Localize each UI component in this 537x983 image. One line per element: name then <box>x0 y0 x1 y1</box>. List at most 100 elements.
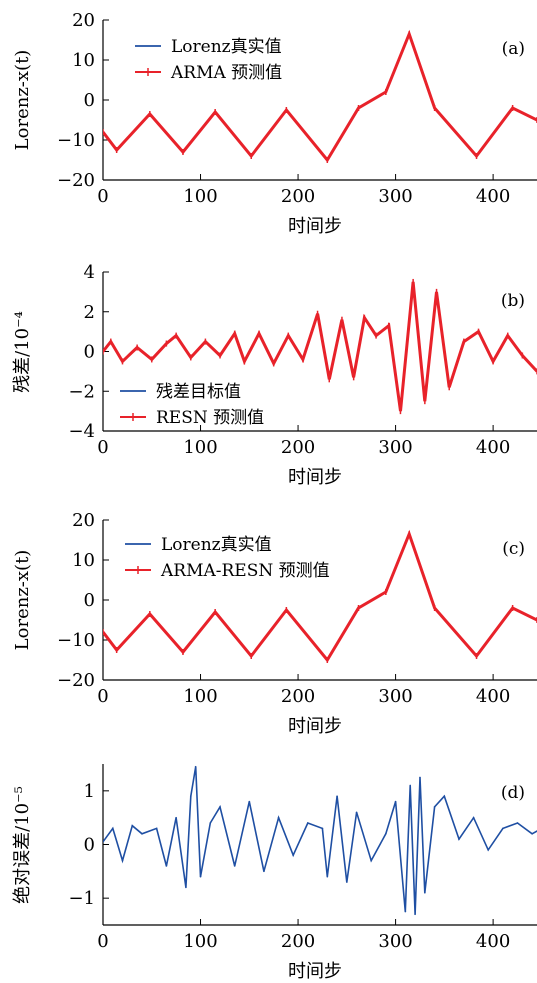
data-point <box>355 811 358 814</box>
data-point <box>531 832 533 835</box>
data-point <box>233 865 236 867</box>
data-point <box>516 822 519 824</box>
y-tick-label: 4 <box>84 262 95 283</box>
x-tick-label: 100 <box>183 686 217 707</box>
data-point <box>409 784 412 787</box>
y-tick-label: 0 <box>84 90 95 111</box>
data-point <box>424 892 426 894</box>
x-tick-label: 400 <box>476 686 510 707</box>
plot-area <box>103 529 537 663</box>
x-axis-label: 时间步 <box>288 467 342 488</box>
y-tick-label: 0 <box>84 342 95 363</box>
x-tick-label: 300 <box>378 437 412 458</box>
data-point <box>185 886 187 889</box>
series-line-true <box>103 31 537 162</box>
data-point <box>199 875 202 878</box>
data-point <box>321 827 324 830</box>
y-tick-label: −20 <box>57 670 95 691</box>
legend-label: ARMA-RESN 预测值 <box>160 561 330 581</box>
data-point <box>248 800 251 803</box>
data-point <box>433 806 436 808</box>
data-point <box>404 910 407 913</box>
y-tick-label: 1 <box>84 781 95 802</box>
panel-tag: (c) <box>502 539 525 559</box>
data-point <box>419 776 421 779</box>
data-point <box>487 849 490 851</box>
y-axis-label: 绝对误差/10⁻⁵ <box>12 786 33 904</box>
y-tick-label: 10 <box>72 50 95 71</box>
data-point <box>443 795 446 797</box>
x-tick-label: 100 <box>183 931 217 952</box>
x-tick-label: 0 <box>97 931 108 952</box>
x-axis-label: 时间步 <box>288 216 342 237</box>
x-tick-label: 200 <box>281 931 315 952</box>
x-tick-label: 300 <box>378 186 412 207</box>
panel-tag: (a) <box>502 39 525 59</box>
y-axis-label: Lorenz-x(t) <box>12 550 33 651</box>
data-point <box>370 859 373 862</box>
legend-label: 残差目标值 <box>156 382 241 402</box>
data-point <box>394 800 397 803</box>
y-tick-label: −2 <box>68 381 95 402</box>
chart-panel-2: 0 100 200 300 400 −4 −2 0 2 4 时间步 残差/10⁻⁴ (b) 残差目标值 RE… <box>12 262 537 488</box>
x-tick-label: 0 <box>97 186 108 207</box>
chart-panel-1: 0 100 200 300 400 −20 −10 0 10 20 时间步 Lorenz-x(t) (a… <box>12 10 537 237</box>
series-line-error <box>103 766 537 915</box>
data-point <box>385 832 387 835</box>
y-tick-label: 0 <box>84 590 95 611</box>
x-tick-label: 300 <box>378 686 412 707</box>
data-point <box>458 838 460 840</box>
data-point <box>175 816 177 819</box>
y-tick-label: 0 <box>84 835 95 856</box>
y-tick-label: −1 <box>68 888 95 909</box>
panel-tag: (d) <box>501 783 525 803</box>
series-line-pred <box>103 281 537 412</box>
y-axis-label: Lorenz-x(t) <box>12 50 33 151</box>
y-axis-label: 残差/10⁻⁴ <box>12 311 33 393</box>
data-point <box>263 870 265 873</box>
legend-label: Lorenz真实值 <box>171 37 282 57</box>
legend-label: Lorenz真实值 <box>161 535 272 555</box>
data-point <box>336 795 338 797</box>
y-tick-label: 2 <box>84 302 95 323</box>
legend-label: RESN 预测值 <box>156 408 264 428</box>
legend: Lorenz真实值 ARMA-RESN 预测值 <box>125 535 330 581</box>
plot-area <box>103 765 537 916</box>
plot-area <box>103 29 537 163</box>
y-tick-label: 20 <box>72 510 95 531</box>
x-axis-label: 时间步 <box>288 961 342 982</box>
x-tick-label: 0 <box>97 437 108 458</box>
data-point <box>141 832 143 835</box>
y-tick-label: −10 <box>57 130 95 151</box>
data-point <box>277 816 280 819</box>
x-tick-label: 100 <box>183 186 217 207</box>
y-tick-label: −4 <box>68 421 95 442</box>
y-tick-label: −10 <box>57 630 95 651</box>
x-tick-label: 200 <box>281 186 315 207</box>
data-point <box>472 816 475 819</box>
legend: Lorenz真实值 ARMA 预测值 <box>135 37 282 83</box>
data-point <box>131 824 134 827</box>
chart-panel-4: 0 100 200 300 400 −1 0 1 时间步 绝对误差/10⁻⁵ (d) <box>12 764 537 982</box>
data-point <box>326 875 329 878</box>
series-line-pred <box>103 29 537 163</box>
x-tick-label: 200 <box>281 686 315 707</box>
y-tick-label: 10 <box>72 550 95 571</box>
x-tick-label: 400 <box>476 437 510 458</box>
legend: 残差目标值 RESN 预测值 <box>120 382 264 428</box>
data-point <box>103 841 104 843</box>
data-point <box>346 881 348 883</box>
panel-tag: (b) <box>501 291 525 311</box>
x-tick-label: 300 <box>378 931 412 952</box>
x-axis-label: 时间步 <box>288 716 342 737</box>
chart-panel-3: 0 100 200 300 400 −20 −10 0 10 20 时间步 Lorenz-x(t) (c… <box>12 510 537 737</box>
y-tick-label: −20 <box>57 170 95 191</box>
plot-area <box>103 278 537 415</box>
y-tick-label: 20 <box>72 10 95 31</box>
data-point <box>111 827 114 830</box>
data-point <box>189 795 192 797</box>
data-point <box>209 822 212 824</box>
x-tick-label: 0 <box>97 686 108 707</box>
x-tick-label: 200 <box>281 437 315 458</box>
